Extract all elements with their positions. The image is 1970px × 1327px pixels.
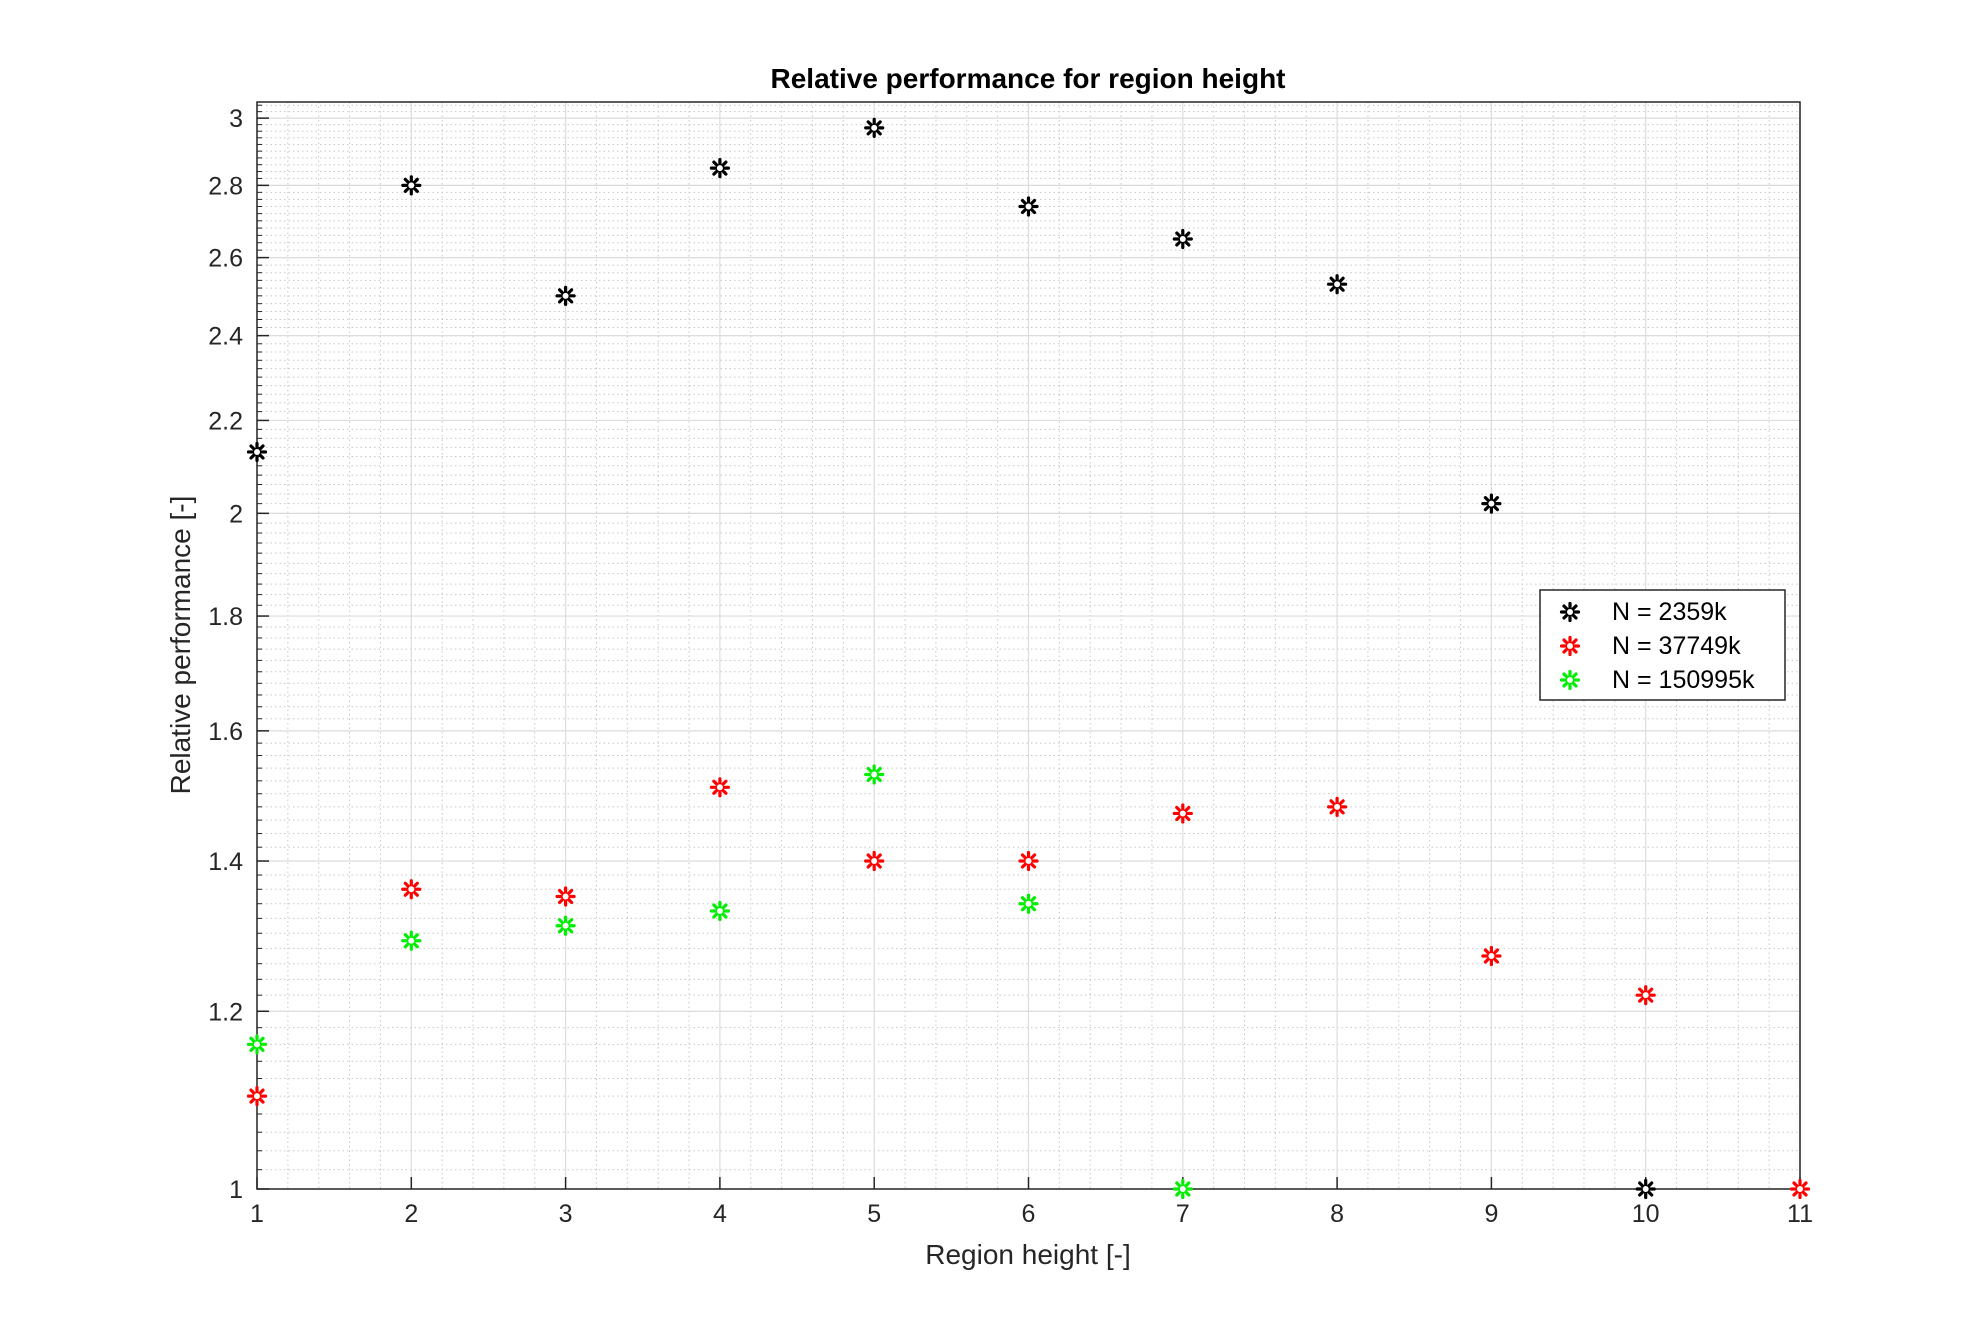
data-point-series-1 (864, 117, 885, 139)
data-point-series-1 (246, 441, 268, 463)
data-point-series-1 (1481, 493, 1502, 514)
x-tick-labels: 1 2 3 4 5 6 7 8 9 10 11 (250, 1200, 1813, 1228)
axis-ticks (256, 104, 1801, 1190)
x-tick-label: 6 (1022, 1200, 1036, 1228)
data-point-series-2 (1018, 850, 1039, 872)
data-point-series-3 (709, 900, 731, 922)
x-tick-label: 4 (713, 1200, 727, 1228)
y-axis-label: Relative performance [-] (165, 496, 196, 795)
y-tick-label: 2 (229, 500, 243, 528)
y-tick-label: 1.8 (208, 603, 243, 631)
data-point-series-2 (1481, 945, 1502, 967)
legend-markers (1559, 601, 1581, 691)
y-tick-label: 1 (229, 1176, 243, 1204)
chart-title: Relative performance for region height (771, 63, 1286, 94)
data-point-series-2 (1789, 1178, 1811, 1200)
y-tick-labels: 1 1.2 1.4 1.6 1.8 2 2.2 2.4 2.6 2.8 3 (208, 105, 243, 1204)
x-tick-label: 1 (250, 1200, 264, 1228)
legend-label-series-3: N = 150995k (1612, 666, 1755, 694)
data-point-series-2 (1635, 985, 1656, 1006)
data-point-series-3 (1018, 893, 1039, 914)
data-point-series-3 (864, 764, 885, 785)
legend-marker-series-3 (1559, 669, 1581, 691)
data-point-series-2 (1172, 803, 1193, 824)
y-tick-label: 1.2 (208, 998, 243, 1026)
y-tick-label: 1.6 (208, 718, 243, 746)
x-tick-label: 11 (1787, 1200, 1813, 1228)
data-point-series-2 (1326, 796, 1348, 817)
legend-box (1539, 589, 1786, 701)
data-point-series-3 (246, 1034, 268, 1055)
legend-marker-series-2 (1559, 635, 1581, 657)
y-tick-label: 2.6 (208, 245, 243, 273)
x-tick-label: 10 (1632, 1200, 1660, 1228)
x-tick-label: 5 (867, 1200, 881, 1228)
data-point-series-1 (401, 175, 422, 196)
y-tick-label: 3 (229, 105, 243, 133)
x-tick-label: 3 (559, 1200, 573, 1228)
y-tick-label: 2.4 (208, 323, 243, 351)
data-point-series-2 (555, 886, 576, 907)
data-point-series-1 (1172, 228, 1193, 250)
x-tick-label: 9 (1484, 1200, 1498, 1228)
data-point-series-1 (1635, 1178, 1656, 1200)
data-point-series-2 (864, 850, 885, 872)
data-point-series-2 (401, 879, 422, 900)
legend-label-series-1: N = 2359k (1612, 598, 1727, 626)
data-point-series-1 (1018, 196, 1039, 217)
data-point-series-3 (555, 915, 576, 936)
x-tick-label: 7 (1176, 1200, 1190, 1228)
data-point-series-1 (1326, 274, 1348, 295)
legend: N = 2359k N = 37749k N = 150995k (1539, 589, 1786, 701)
data-point-series-3 (1172, 1178, 1193, 1200)
data-point-series-2 (246, 1085, 268, 1107)
legend-label-series-2: N = 37749k (1612, 632, 1741, 660)
data-point-series-1 (555, 285, 576, 306)
data-point-series-1 (709, 158, 731, 179)
data-point-series-2 (709, 777, 731, 798)
x-tick-label: 8 (1330, 1200, 1344, 1228)
data-point-series-3 (401, 930, 422, 951)
x-tick-label: 2 (404, 1200, 418, 1228)
x-axis-label: Region height [-] (925, 1239, 1130, 1270)
legend-marker-series-1 (1559, 601, 1581, 623)
y-tick-label: 1.4 (208, 848, 243, 876)
data-markers (246, 117, 1811, 1200)
y-tick-label: 2.8 (208, 172, 243, 200)
y-tick-label: 2.2 (208, 407, 243, 435)
